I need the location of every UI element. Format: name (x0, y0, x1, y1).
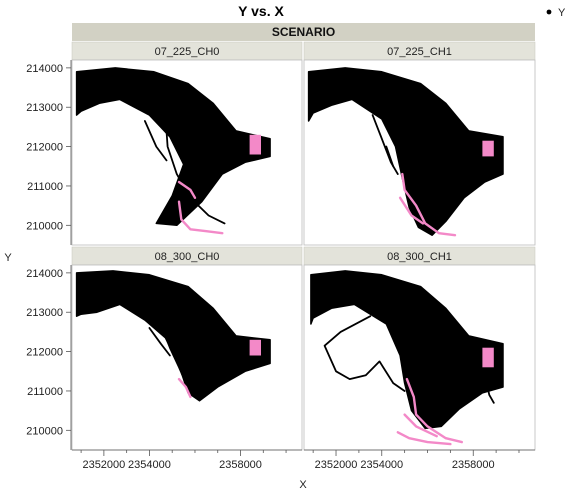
facet-strip-label: 07_225_CH1 (387, 46, 452, 58)
scenario-header (72, 23, 535, 41)
panels: 07_225_CH0 07_225_CH1 08_300_CH0 08_300_CH1 (71, 41, 536, 451)
x-axis-label: X (299, 479, 307, 491)
x-tick-label: 2354000 (128, 459, 171, 471)
data-points-highlight-trail (177, 377, 192, 399)
chart-title: Y vs. X (238, 3, 284, 19)
y-tick-label: 214000 (26, 268, 63, 280)
legend-label: Y (558, 7, 566, 19)
data-points-trail (148, 327, 171, 357)
data-points-highlight-trail (405, 377, 463, 444)
data-points-main (310, 270, 504, 430)
data-points-trail (323, 315, 406, 392)
y-tick-label: 210000 (26, 425, 63, 437)
data-points-highlight-trail (177, 180, 197, 200)
data-points-highlight-trail (401, 172, 457, 237)
data-points-highlight (482, 347, 494, 368)
data-points-trail (143, 120, 168, 162)
data-points-highlight (482, 140, 494, 157)
y-tick-label: 212000 (26, 347, 63, 359)
data-points-trail (159, 323, 187, 385)
y-tick-label: 213000 (26, 102, 63, 114)
facet-panel: 07_225_CH0 (71, 41, 303, 246)
facet-strip-label: 08_300_CH1 (387, 251, 452, 263)
y-tick-label: 214000 (26, 63, 63, 75)
data-points-trail (385, 145, 395, 168)
y-tick-label: 212000 (26, 142, 63, 154)
x-tick-label: 2358000 (452, 459, 495, 471)
x-tick-label: 2354000 (360, 459, 403, 471)
y-tick-label: 211000 (27, 386, 63, 398)
y-tick-label: 210000 (26, 220, 63, 232)
legend: Y (546, 7, 566, 19)
data-points-main (307, 67, 504, 236)
facet-panel: 08_300_CH1 (303, 246, 536, 451)
data-points-highlight-trail (177, 200, 224, 235)
legend-marker (546, 9, 552, 15)
data-points-highlight-trail (398, 196, 425, 225)
data-points-main (75, 270, 271, 402)
facet-panel: 08_300_CH0 (71, 246, 303, 451)
x-tick-label: 2352000 (82, 459, 125, 471)
x-tick-label: 2352000 (315, 459, 358, 471)
y-tick-label: 213000 (26, 307, 63, 319)
data-points-main (75, 67, 271, 227)
facet-strip-label: 08_300_CH0 (155, 251, 220, 263)
data-points-highlight (249, 339, 261, 356)
data-points-trail (483, 374, 495, 404)
scenario-header-label: SCENARIO (272, 25, 335, 39)
x-tick-label: 2358000 (219, 459, 262, 471)
axes: 210000 211000 212000 213000 214000 210000 2110… (26, 60, 535, 471)
data-points-highlight-trail (396, 431, 452, 446)
data-points-trail (371, 114, 399, 176)
facet-strip-label: 07_225_CH0 (155, 46, 220, 58)
facet-panel: 07_225_CH1 (303, 41, 536, 246)
data-points-highlight-trail (403, 413, 438, 438)
y-axis-label: Y (4, 252, 12, 264)
data-points-highlight (249, 134, 261, 155)
y-tick-label: 211000 (27, 181, 63, 193)
